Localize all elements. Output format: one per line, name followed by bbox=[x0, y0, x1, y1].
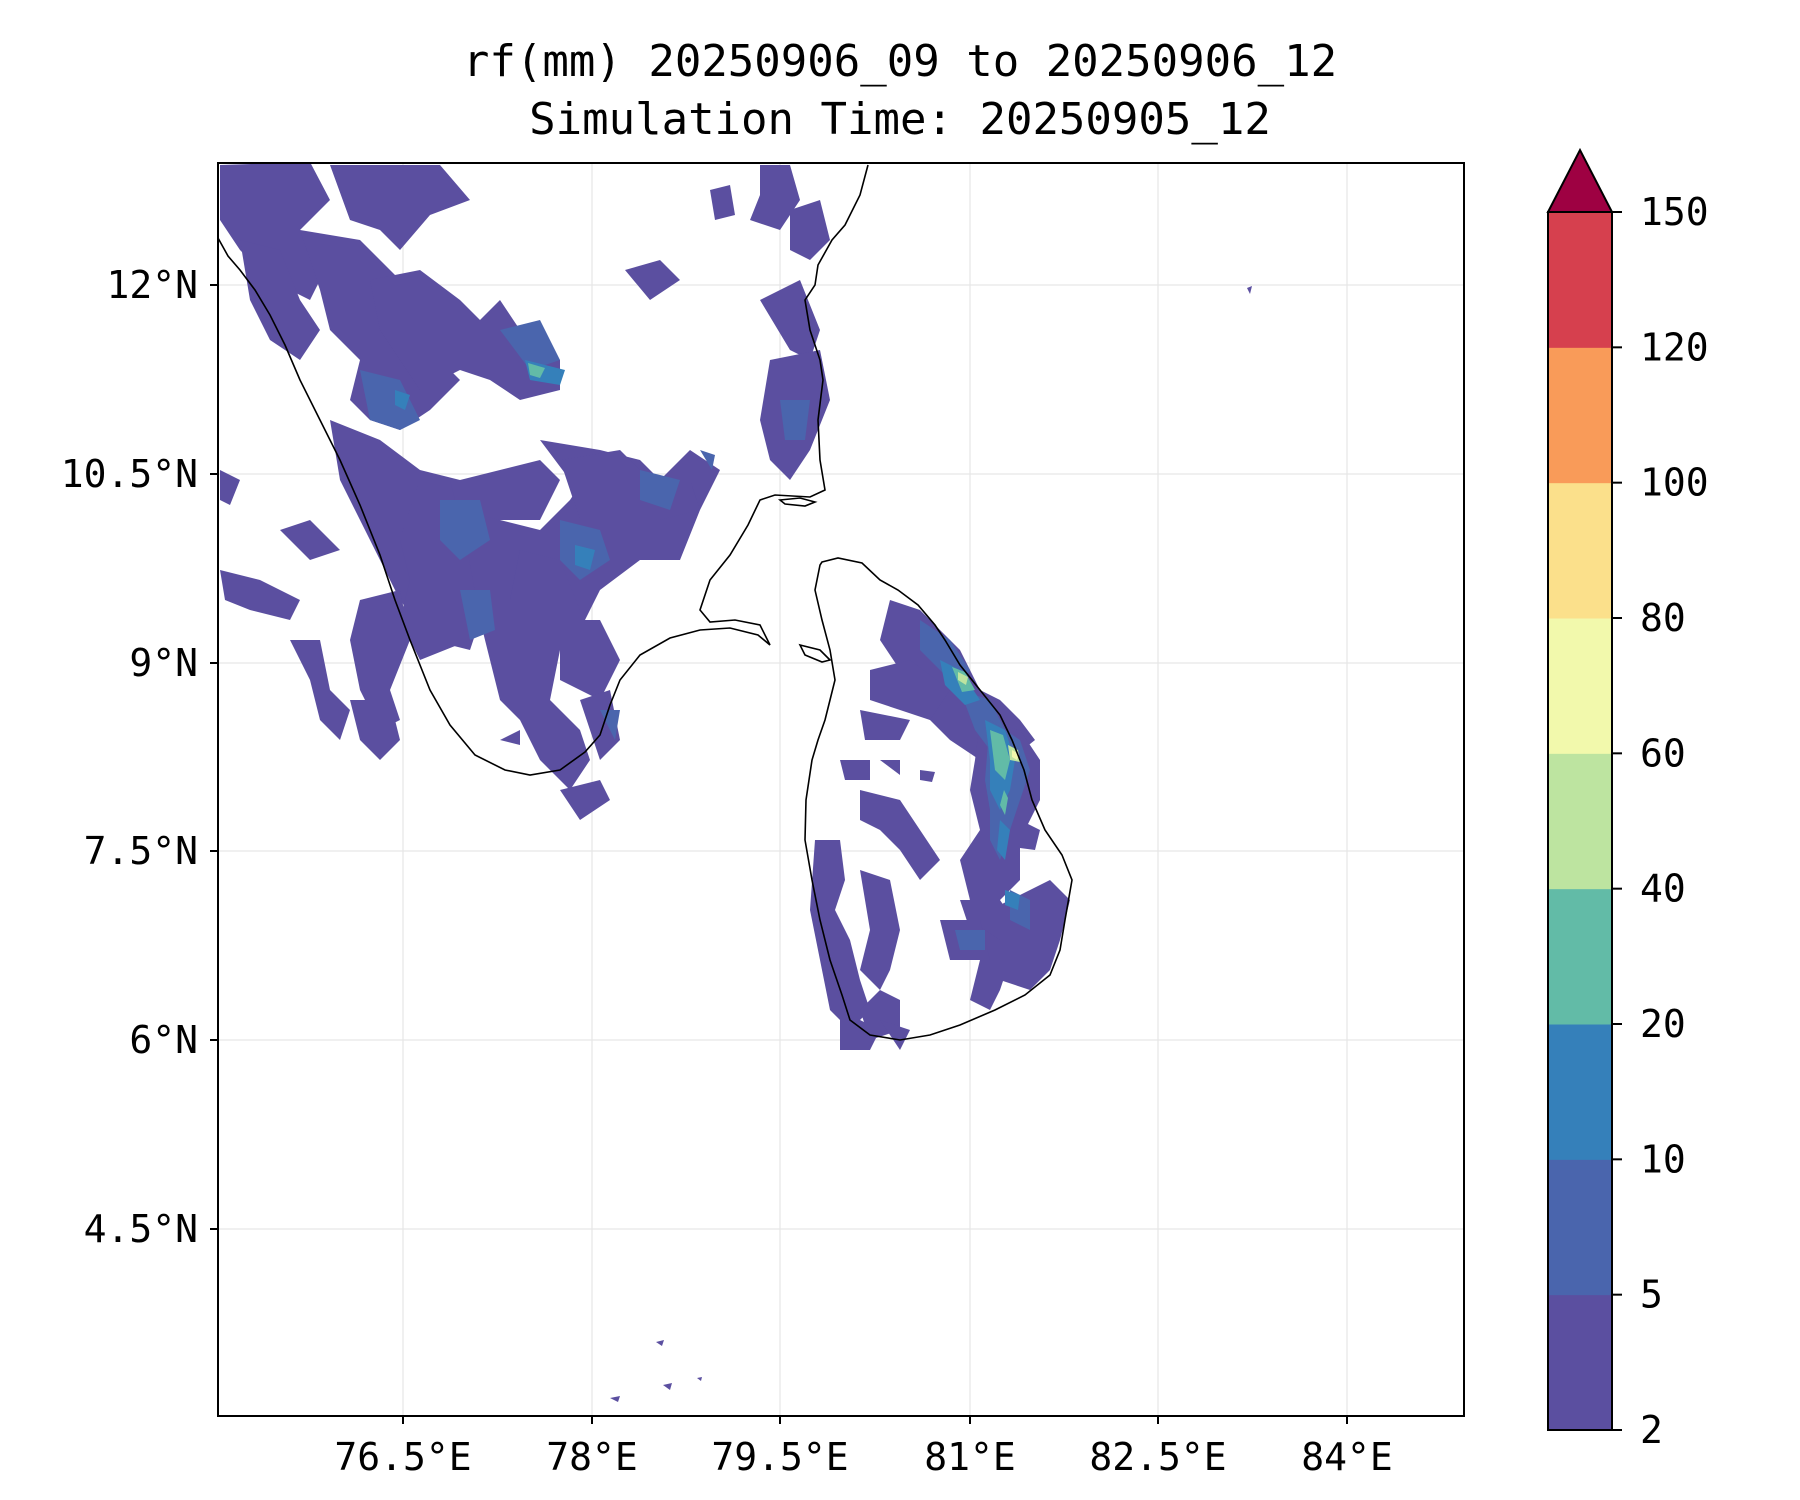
rainfall-ocean-cells bbox=[610, 286, 1252, 1402]
lon-tick-label: 82.5°E bbox=[1089, 1435, 1226, 1479]
colorbar: 2 5 10 20 40 60 80 100 120 150 bbox=[1546, 147, 1709, 1452]
coastlines bbox=[218, 164, 1073, 1041]
map-title: rf(mm) 20250906_09 to 20250906_12 bbox=[462, 36, 1338, 87]
coastline-mannar bbox=[798, 643, 832, 663]
colorbar-tick-label: 80 bbox=[1640, 596, 1686, 640]
map-frame bbox=[217, 162, 1465, 1417]
lon-tick-label: 78°E bbox=[546, 1435, 638, 1479]
lat-axis: 12°N 10.5°N 9°N 7.5°N 6°N 4.5°N bbox=[61, 263, 218, 1251]
rainfall-india-40mm bbox=[528, 363, 545, 378]
colorbar-segment bbox=[1548, 888, 1612, 1025]
lat-tick-label: 10.5°N bbox=[61, 452, 198, 496]
colorbar-segment bbox=[1548, 347, 1612, 484]
rainfall-india-moderate bbox=[360, 320, 810, 740]
colorbar-segment bbox=[1548, 618, 1612, 754]
rainfall-india bbox=[220, 163, 830, 820]
coastline-india bbox=[218, 164, 869, 776]
rainfall-field bbox=[220, 163, 1252, 1402]
colorbar-segment bbox=[1548, 1294, 1612, 1431]
lat-tick-label: 9°N bbox=[129, 641, 198, 685]
coastline-srilanka bbox=[804, 557, 1073, 1041]
colorbar-tick-label: 20 bbox=[1640, 1002, 1686, 1046]
lat-tick-label: 7.5°N bbox=[84, 829, 198, 873]
colorbar-tick-label: 10 bbox=[1640, 1137, 1686, 1181]
colorbar-segment bbox=[1548, 753, 1612, 890]
lat-tick-label: 4.5°N bbox=[84, 1207, 198, 1251]
map-subtitle: Simulation Time: 20250905_12 bbox=[529, 94, 1271, 145]
colorbar-segment bbox=[1548, 1024, 1612, 1160]
lat-tick-label: 12°N bbox=[106, 263, 198, 307]
colorbar-frame bbox=[1547, 211, 1613, 1431]
colorbar-extend-arrow bbox=[1546, 147, 1614, 213]
lon-tick-label: 81°E bbox=[924, 1435, 1016, 1479]
colorbar-segment bbox=[1548, 1159, 1612, 1296]
lat-tick-label: 6°N bbox=[129, 1018, 198, 1062]
colorbar-tick-label: 120 bbox=[1640, 325, 1709, 369]
rainfall-srilanka-40mm bbox=[952, 667, 1010, 815]
colorbar-tick-label: 5 bbox=[1640, 1273, 1663, 1317]
colorbar-tick-label: 40 bbox=[1640, 867, 1686, 911]
lon-tick-label: 84°E bbox=[1301, 1435, 1393, 1479]
colorbar-tick-label: 2 bbox=[1640, 1408, 1663, 1452]
rainfall-srilanka-80mm bbox=[1012, 750, 1019, 760]
colorbar-tick-label: 150 bbox=[1640, 190, 1709, 234]
lon-axis: 76.5°E 78°E 79.5°E 81°E 82.5°E 84°E bbox=[334, 1416, 1393, 1479]
lon-tick-label: 79.5°E bbox=[711, 1435, 848, 1479]
colorbar-segment bbox=[1548, 212, 1612, 348]
colorbar-tick-label: 60 bbox=[1640, 731, 1686, 775]
colorbar-segment bbox=[1548, 482, 1612, 619]
coastline-india-islet bbox=[777, 497, 818, 507]
colorbar-tick-label: 100 bbox=[1640, 461, 1709, 505]
lon-tick-label: 76.5°E bbox=[334, 1435, 471, 1479]
